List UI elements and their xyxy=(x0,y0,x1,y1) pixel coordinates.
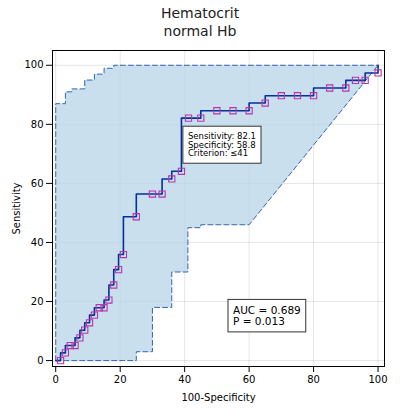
svg-text:100: 100 xyxy=(24,59,43,70)
svg-text:40: 40 xyxy=(31,237,44,248)
svg-text:20: 20 xyxy=(31,296,44,307)
svg-text:0: 0 xyxy=(53,374,59,385)
svg-text:60: 60 xyxy=(31,178,44,189)
svg-text:Sensitivity: Sensitivity xyxy=(11,182,22,234)
svg-text:80: 80 xyxy=(307,374,320,385)
svg-text:Sensitivity: 82.1Specificity:: Sensitivity: 82.1Specificity: 58.8Criter… xyxy=(188,131,256,158)
html-text:normal Hb: normal Hb xyxy=(163,23,237,39)
svg-text:60: 60 xyxy=(243,374,256,385)
html-text:Hematocrit: Hematocrit xyxy=(160,5,240,21)
svg-text:100-Specificity: 100-Specificity xyxy=(181,392,255,403)
svg-text:AUC = 0.689P = 0.013: AUC = 0.689P = 0.013 xyxy=(233,304,301,327)
svg-text:40: 40 xyxy=(178,374,191,385)
svg-text:100: 100 xyxy=(369,374,388,385)
svg-text:20: 20 xyxy=(114,374,127,385)
svg-text:0: 0 xyxy=(37,355,43,366)
svg-text:80: 80 xyxy=(31,119,44,130)
